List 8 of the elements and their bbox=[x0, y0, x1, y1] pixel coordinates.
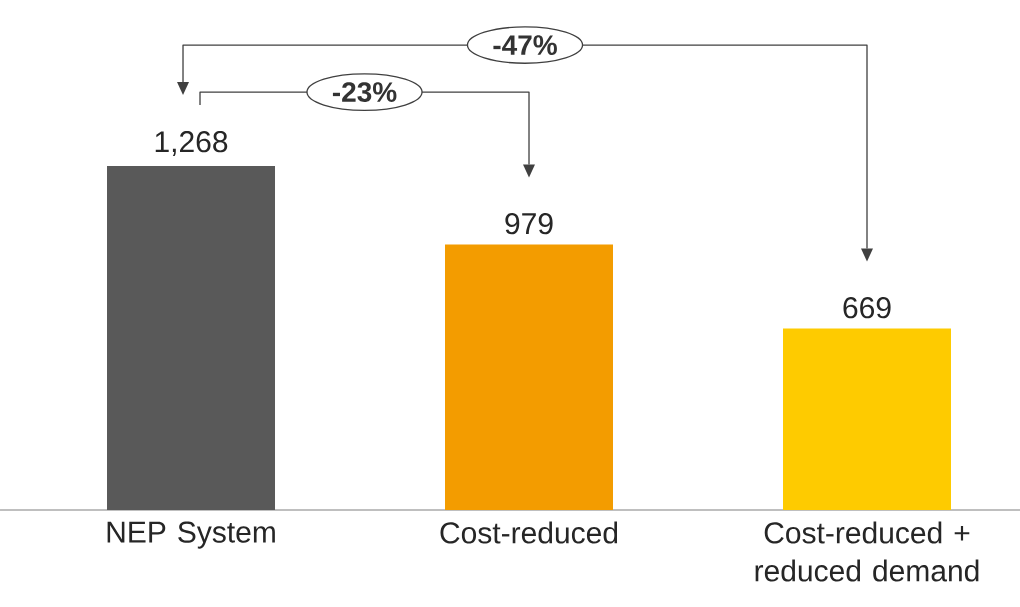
data-label: 669 bbox=[843, 297, 891, 319]
data-label: 1,268 bbox=[155, 131, 228, 156]
x-tick-label: Cost-reduced bbox=[440, 521, 618, 544]
text: -47% bbox=[493, 35, 557, 55]
x-tick-label: NEP System bbox=[107, 521, 275, 549]
text: -23% bbox=[332, 82, 397, 103]
data-label: 979 bbox=[505, 213, 553, 235]
x-tick-label: Cost-reduced + reduced demand bbox=[755, 521, 979, 582]
